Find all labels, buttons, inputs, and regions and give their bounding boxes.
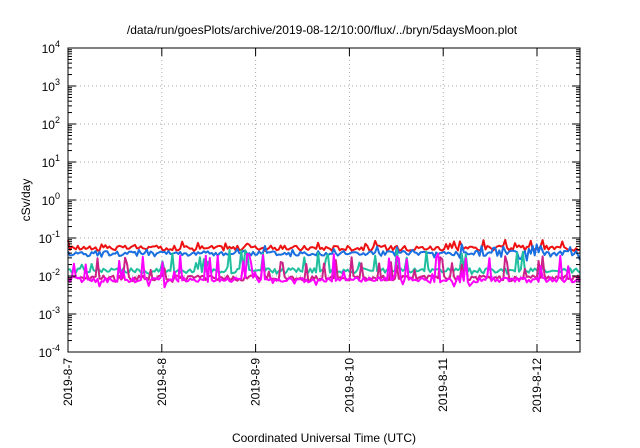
y-tick-exponent: -3 (52, 305, 60, 315)
y-tick-exponent: 1 (55, 153, 60, 163)
y-tick-label: 10-4 (39, 343, 60, 360)
y-tick-label: 100 (42, 191, 60, 208)
x-tick-label: 2019-8-8 (155, 358, 169, 406)
x-tick-label: 2019-8-7 (61, 358, 75, 406)
y-tick-exponent: -2 (52, 267, 60, 277)
y-tick-label: 102 (42, 115, 60, 132)
grid (68, 48, 580, 352)
x-axis: 2019-8-7 2019-8-8 2019-8-9 2019-8-10 2019-8-… (61, 48, 544, 413)
x-tick-label: 2019-8-11 (436, 358, 450, 412)
series-line (67, 252, 581, 289)
y-tick-exponent: 4 (55, 39, 60, 49)
x-axis-label: Coordinated Universal Time (UTC) (232, 431, 416, 445)
y-tick-label: 10-3 (39, 305, 60, 322)
y-tick-exponent: -1 (52, 229, 60, 239)
y-tick-label: 104 (42, 39, 60, 56)
x-tick-label: 2019-8-10 (342, 358, 356, 413)
series-line (67, 255, 581, 283)
y-tick-exponent: 0 (55, 191, 60, 201)
y-tick-label: 10-1 (39, 229, 60, 246)
y-tick-exponent: 2 (55, 115, 60, 125)
x-tick-label: 2019-8-12 (530, 358, 544, 413)
series-line (67, 243, 581, 262)
y-tick-exponent: -4 (52, 343, 60, 353)
y-tick-exponent: 3 (55, 77, 60, 87)
y-tick-label: 103 (42, 77, 60, 94)
y-tick-label: 10-2 (39, 267, 60, 284)
y-tick-label: 101 (42, 153, 60, 170)
series-layer (67, 238, 581, 289)
x-tick-label: 2019-8-9 (249, 358, 263, 406)
chart-title: /data/run/goesPlots/archive/2019-08-12/1… (127, 23, 518, 37)
y-axis-label: cSv/day (19, 179, 33, 222)
